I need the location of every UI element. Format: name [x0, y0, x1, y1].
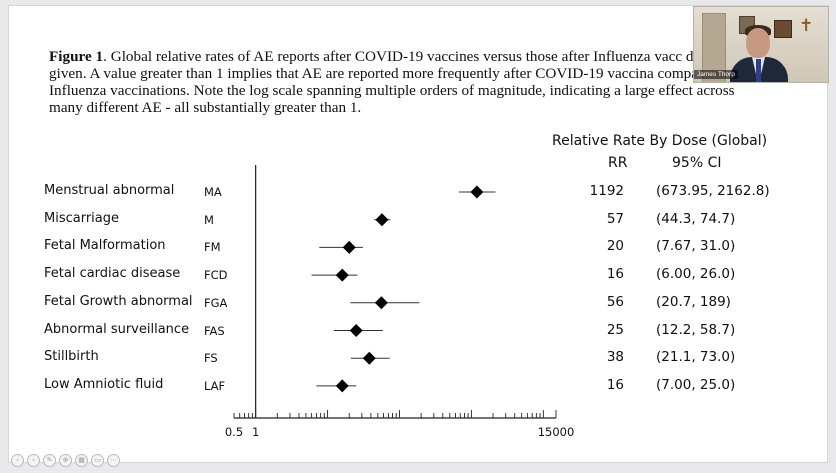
- rr-marker: [335, 379, 349, 393]
- wall-frame: [774, 20, 792, 38]
- more-icon[interactable]: ⋯: [107, 454, 120, 467]
- figure-label: Figure 1: [49, 48, 104, 65]
- row-ci-value: (44.3, 74.7): [656, 210, 736, 227]
- row-ci-value: (7.00, 25.0): [656, 376, 736, 393]
- presenter-head: [746, 28, 770, 58]
- row-abbreviation: FCD: [204, 268, 228, 283]
- row-ci-value: (21.1, 73.0): [656, 349, 736, 366]
- row-abbreviation: FAS: [204, 323, 225, 338]
- row-rr-value: 25: [606, 321, 624, 338]
- rr-marker: [342, 240, 356, 254]
- slide: Figure 1. Global relative rates of AE re…: [8, 5, 828, 463]
- presenter-name-tag: James Thorp: [694, 70, 738, 79]
- row-abbreviation: LAF: [204, 378, 226, 393]
- row-label: Fetal Growth abnormal: [44, 293, 193, 309]
- row-label: Low Amniotic fluid: [44, 376, 164, 392]
- table-title: Relative Rate By Dose (Global): [552, 133, 768, 149]
- next-icon[interactable]: ›: [27, 454, 40, 467]
- row-abbreviation: FGA: [204, 295, 228, 310]
- presenter-tie: [756, 59, 761, 82]
- row-rr-value: 56: [606, 293, 624, 310]
- zoom-icon[interactable]: ⊕: [59, 454, 72, 467]
- row-label: Miscarriage: [44, 210, 120, 226]
- rr-marker: [349, 324, 363, 337]
- row-rr-value: 38: [606, 349, 624, 366]
- row-ci-value: (20.7, 189): [656, 293, 731, 310]
- row-rr-value: 16: [606, 266, 624, 283]
- x-tick-label: 15000: [538, 425, 575, 439]
- row-ci-value: (673.95, 2162.8): [656, 183, 770, 199]
- figure-caption: Figure 1. Global relative rates of AE re…: [49, 48, 749, 116]
- rr-marker: [374, 296, 388, 310]
- x-tick-label: 1: [252, 425, 259, 439]
- rr-marker: [362, 351, 376, 365]
- row-label: Fetal cardiac disease: [44, 266, 181, 282]
- rr-marker: [375, 213, 389, 227]
- ci-header: 95% CI: [672, 155, 722, 171]
- row-abbreviation: FM: [204, 240, 221, 255]
- row-label: Menstrual abnormal: [44, 183, 175, 198]
- x-tick-label: 0.5: [225, 425, 243, 439]
- row-ci-value: (6.00, 26.0): [656, 266, 736, 283]
- row-abbreviation: M: [204, 212, 214, 227]
- rr-marker: [335, 268, 349, 282]
- grid-icon[interactable]: ▦: [75, 454, 88, 467]
- row-abbreviation: FS: [204, 351, 218, 366]
- row-ci-value: (7.67, 31.0): [656, 238, 736, 255]
- row-rr-value: 57: [606, 210, 624, 227]
- presenter-video[interactable]: ✝ James Thorp: [693, 6, 829, 83]
- pen-icon[interactable]: ✎: [43, 454, 56, 467]
- row-rr-value: 20: [606, 238, 624, 255]
- rr-marker: [470, 185, 484, 199]
- row-label: Fetal Malformation: [44, 238, 166, 254]
- cross-icon: ✝: [799, 16, 814, 36]
- row-label: Abnormal surveillance: [44, 321, 190, 337]
- slide-toolbar: ‹ › ✎ ⊕ ▦ ▭ ⋯: [11, 454, 120, 468]
- subtitle-icon[interactable]: ▭: [91, 454, 104, 467]
- row-rr-value: 1192: [589, 183, 624, 199]
- rr-header: RR: [608, 155, 628, 171]
- row-abbreviation: MA: [204, 185, 222, 199]
- row-rr-value: 16: [606, 376, 624, 393]
- row-ci-value: (12.2, 58.7): [656, 321, 736, 338]
- caption-text: . Global relative rates of AE reports af…: [49, 48, 735, 116]
- previous-icon[interactable]: ‹: [11, 454, 24, 467]
- row-label: Stillbirth: [44, 349, 99, 365]
